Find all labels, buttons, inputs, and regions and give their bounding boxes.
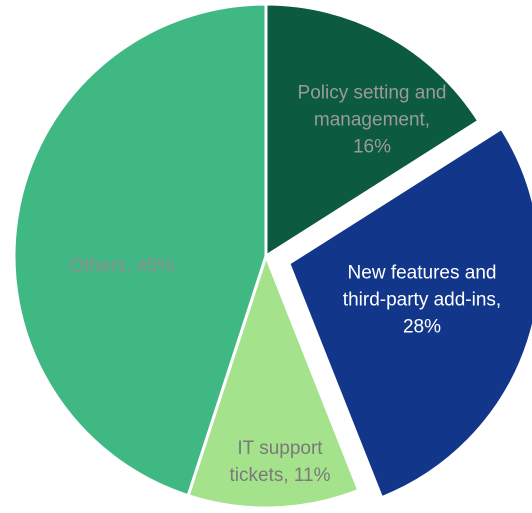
- pie-slice: [12, 2, 268, 498]
- slice-label: Policy setting and management, 16%: [297, 82, 447, 158]
- slice-label: Others, 45%: [69, 255, 175, 277]
- slice-label: IT support tickets, 11%: [229, 438, 331, 486]
- pie-slice: [186, 254, 361, 510]
- pie-slice: [287, 126, 532, 500]
- slice-label: New features and third-party add-ins, 28…: [342, 262, 502, 338]
- pie-slice: [264, 2, 481, 258]
